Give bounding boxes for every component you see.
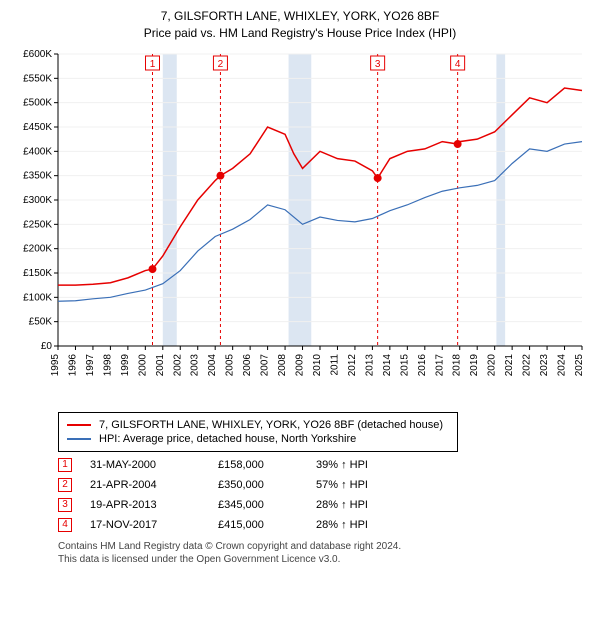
svg-text:£200K: £200K xyxy=(23,243,52,254)
svg-text:£0: £0 xyxy=(41,341,53,352)
svg-text:2021: 2021 xyxy=(504,353,515,376)
svg-text:2006: 2006 xyxy=(242,353,253,376)
svg-text:2003: 2003 xyxy=(190,353,201,376)
svg-text:£500K: £500K xyxy=(23,97,52,108)
svg-text:1995: 1995 xyxy=(50,353,61,376)
transaction-price: £350,000 xyxy=(218,479,298,491)
footer-line1: Contains HM Land Registry data © Crown c… xyxy=(58,540,590,553)
svg-text:2007: 2007 xyxy=(260,353,271,376)
svg-text:£50K: £50K xyxy=(29,316,53,327)
transaction-row: 4 17-NOV-2017 £415,000 28% ↑ HPI xyxy=(58,518,590,532)
svg-text:2001: 2001 xyxy=(155,353,166,376)
legend-swatch-hpi xyxy=(67,438,91,440)
svg-text:1997: 1997 xyxy=(85,353,96,376)
svg-text:2023: 2023 xyxy=(539,353,550,376)
svg-text:1: 1 xyxy=(150,59,156,70)
title-subtitle: Price paid vs. HM Land Registry's House … xyxy=(10,25,590,42)
title-address: 7, GILSFORTH LANE, WHIXLEY, YORK, YO26 8… xyxy=(10,8,590,25)
transaction-row: 1 31-MAY-2000 £158,000 39% ↑ HPI xyxy=(58,458,590,472)
transaction-hpi: 28% ↑ HPI xyxy=(316,499,396,511)
footer: Contains HM Land Registry data © Crown c… xyxy=(58,540,590,566)
svg-text:2010: 2010 xyxy=(312,353,323,376)
transaction-marker: 2 xyxy=(58,478,72,492)
svg-text:2002: 2002 xyxy=(172,353,183,376)
transaction-table: 1 31-MAY-2000 £158,000 39% ↑ HPI 2 21-APR-200… xyxy=(58,458,590,532)
svg-text:£250K: £250K xyxy=(23,219,52,230)
svg-text:2024: 2024 xyxy=(557,353,568,376)
svg-text:£450K: £450K xyxy=(23,122,52,133)
svg-text:2004: 2004 xyxy=(207,353,218,376)
legend-swatch-property xyxy=(67,424,91,426)
svg-text:2011: 2011 xyxy=(329,353,340,375)
svg-text:£350K: £350K xyxy=(23,170,52,181)
svg-text:£100K: £100K xyxy=(23,292,52,303)
svg-text:2005: 2005 xyxy=(225,353,236,376)
svg-text:2019: 2019 xyxy=(469,353,480,376)
chart-container: 7, GILSFORTH LANE, WHIXLEY, YORK, YO26 8… xyxy=(0,0,600,572)
svg-text:1996: 1996 xyxy=(67,353,78,376)
legend-row-hpi: HPI: Average price, detached house, Nort… xyxy=(67,433,449,445)
legend-row-property: 7, GILSFORTH LANE, WHIXLEY, YORK, YO26 8… xyxy=(67,419,449,431)
transaction-date: 21-APR-2004 xyxy=(90,479,200,491)
svg-text:£550K: £550K xyxy=(23,73,52,84)
svg-text:£300K: £300K xyxy=(23,195,52,206)
transaction-date: 17-NOV-2017 xyxy=(90,519,200,531)
svg-text:2000: 2000 xyxy=(137,353,148,376)
transaction-marker: 1 xyxy=(58,458,72,472)
svg-text:2017: 2017 xyxy=(434,353,445,376)
svg-text:2016: 2016 xyxy=(417,353,428,376)
svg-text:2018: 2018 xyxy=(452,353,463,376)
svg-text:£400K: £400K xyxy=(23,146,52,157)
transaction-hpi: 39% ↑ HPI xyxy=(316,459,396,471)
svg-text:2013: 2013 xyxy=(364,353,375,376)
svg-text:2022: 2022 xyxy=(522,353,533,376)
svg-text:2025: 2025 xyxy=(574,353,585,376)
transaction-date: 19-APR-2013 xyxy=(90,499,200,511)
svg-text:1999: 1999 xyxy=(120,353,131,376)
svg-text:2009: 2009 xyxy=(295,353,306,376)
svg-text:£150K: £150K xyxy=(23,268,52,279)
transaction-price: £158,000 xyxy=(218,459,298,471)
transaction-row: 2 21-APR-2004 £350,000 57% ↑ HPI xyxy=(58,478,590,492)
legend-label-property: 7, GILSFORTH LANE, WHIXLEY, YORK, YO26 8… xyxy=(99,419,443,431)
legend: 7, GILSFORTH LANE, WHIXLEY, YORK, YO26 8… xyxy=(58,412,458,452)
footer-line2: This data is licensed under the Open Gov… xyxy=(58,553,590,566)
transaction-marker: 4 xyxy=(58,518,72,532)
svg-text:2008: 2008 xyxy=(277,353,288,376)
transaction-hpi: 28% ↑ HPI xyxy=(316,519,396,531)
svg-text:3: 3 xyxy=(375,59,381,70)
svg-text:2: 2 xyxy=(218,59,224,70)
transaction-price: £415,000 xyxy=(218,519,298,531)
svg-text:2012: 2012 xyxy=(347,353,358,376)
title-block: 7, GILSFORTH LANE, WHIXLEY, YORK, YO26 8… xyxy=(10,8,590,42)
transaction-hpi: 57% ↑ HPI xyxy=(316,479,396,491)
svg-text:£600K: £600K xyxy=(23,49,52,60)
transaction-row: 3 19-APR-2013 £345,000 28% ↑ HPI xyxy=(58,498,590,512)
chart-svg: £0 £50K £100K £150K £200K £250K £300K £350K £400… xyxy=(10,46,590,406)
svg-text:2015: 2015 xyxy=(399,353,410,376)
chart: £0 £50K £100K £150K £200K £250K £300K £350K £400… xyxy=(10,46,590,406)
svg-text:2020: 2020 xyxy=(487,353,498,376)
transaction-marker: 3 xyxy=(58,498,72,512)
transaction-price: £345,000 xyxy=(218,499,298,511)
legend-label-hpi: HPI: Average price, detached house, Nort… xyxy=(99,433,356,445)
transaction-date: 31-MAY-2000 xyxy=(90,459,200,471)
svg-text:1998: 1998 xyxy=(102,353,113,376)
svg-text:2014: 2014 xyxy=(382,353,393,376)
svg-text:4: 4 xyxy=(455,59,461,70)
